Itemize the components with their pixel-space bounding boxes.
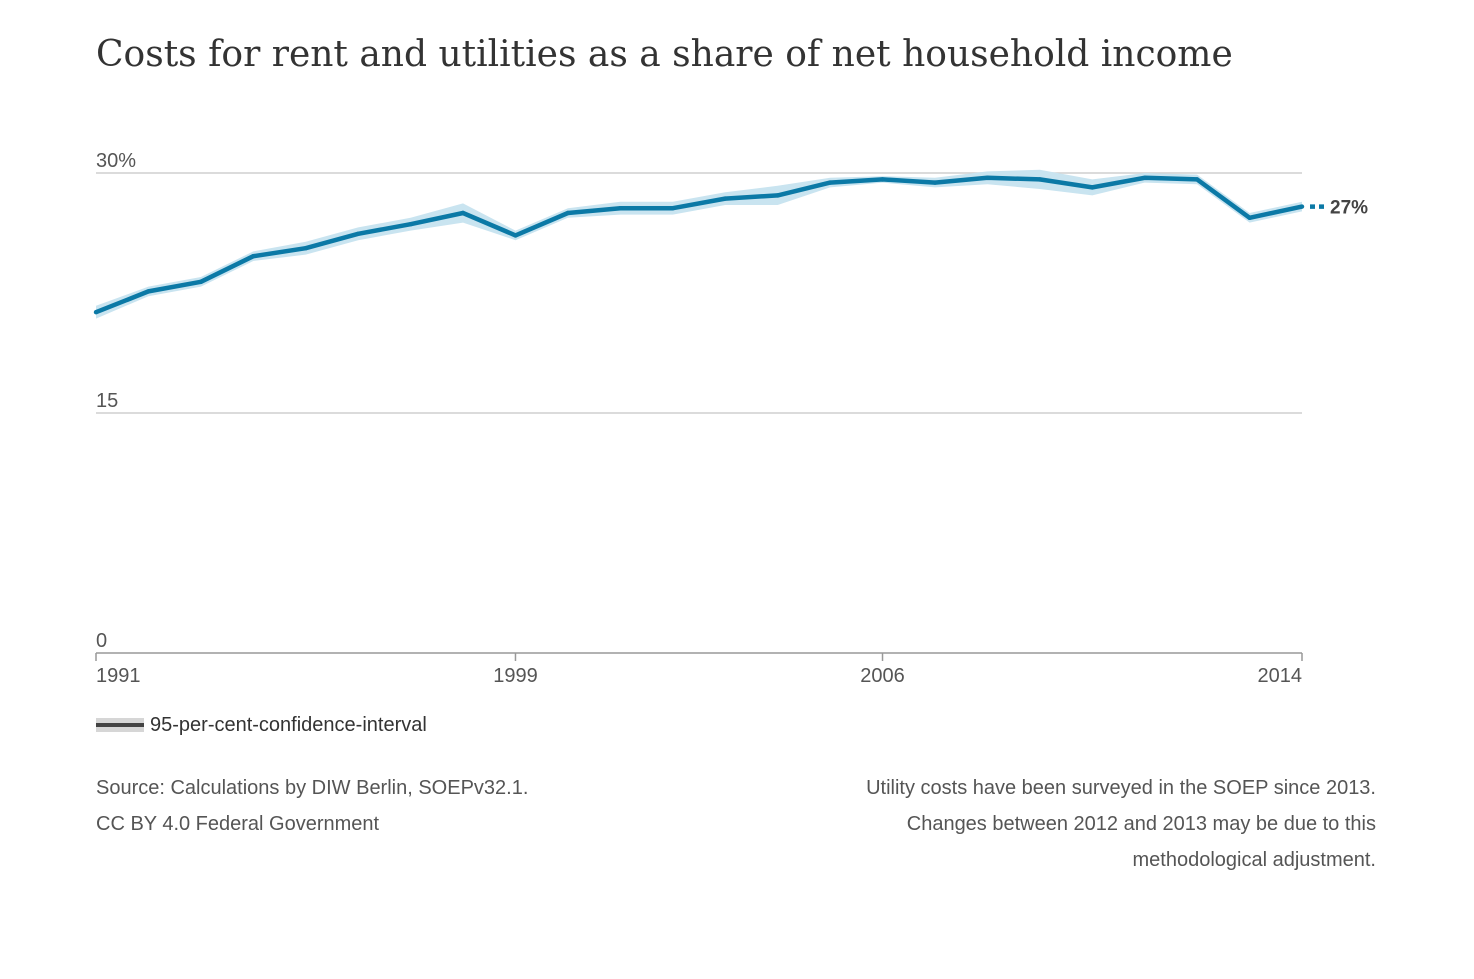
line-chart: 30% 15 0 1991 1999 2006 2014 27% [93, 150, 1368, 687]
data-point [408, 222, 413, 227]
x-tick-label: 2006 [860, 665, 905, 687]
data-point [880, 177, 885, 182]
data-point [985, 175, 990, 180]
data-point [618, 206, 623, 211]
data-point [1247, 215, 1252, 220]
confidence-band-layer [96, 169, 1302, 319]
end-value-label: 27% [1330, 198, 1368, 219]
data-point [1194, 177, 1200, 182]
data-point [93, 310, 99, 315]
license-line: CC BY 4.0 Federal Government [96, 813, 380, 835]
data-point [723, 196, 728, 201]
x-tick-label: 2014 [1258, 665, 1303, 687]
series-line [95, 175, 1303, 315]
data-point [932, 180, 938, 185]
data-point [775, 193, 780, 198]
source-line: Source: Calculations by DIW Berlin, SOEP… [96, 777, 529, 799]
data-point [827, 180, 833, 185]
data-point [670, 206, 675, 211]
source-note: Source: Calculations by DIW Berlin, SOEP… [96, 770, 528, 842]
confidence-band [96, 169, 1302, 319]
y-tick-label: 0 [96, 630, 107, 652]
note-line: Utility costs have been surveyed in the … [866, 777, 1376, 799]
x-tick-label: 1999 [493, 665, 538, 687]
data-point [1142, 175, 1147, 180]
y-tick-label: 15 [96, 390, 118, 412]
gridlines [96, 172, 1302, 414]
methodology-note: Utility costs have been surveyed in the … [776, 770, 1376, 878]
chart-title: Costs for rent and utilities as a share … [96, 34, 1233, 75]
note-line: methodological adjustment. [1132, 849, 1376, 871]
y-tick-label: 30% [96, 150, 136, 172]
data-point [251, 254, 256, 259]
legend-label: 95-per-cent-confidence-interval [150, 713, 427, 736]
legend: 95-per-cent-confidence-interval [96, 712, 427, 738]
data-point [565, 210, 571, 216]
data-point [460, 210, 466, 216]
data-point [356, 231, 361, 236]
x-axis [95, 652, 1303, 661]
data-point [513, 233, 518, 238]
data-point [1090, 185, 1095, 190]
data-point [146, 289, 151, 294]
series-line-layer [93, 175, 1324, 315]
data-point [303, 246, 308, 251]
note-line: Changes between 2012 and 2013 may be due… [906, 813, 1376, 835]
x-tick-label: 1991 [96, 665, 141, 687]
data-point [198, 279, 204, 284]
tick-label-layer: 30% 15 0 1991 1999 2006 2014 27% [96, 150, 1368, 687]
data-point [1037, 177, 1043, 182]
confidence-interval-swatch [96, 718, 144, 732]
data-point [1299, 204, 1305, 209]
